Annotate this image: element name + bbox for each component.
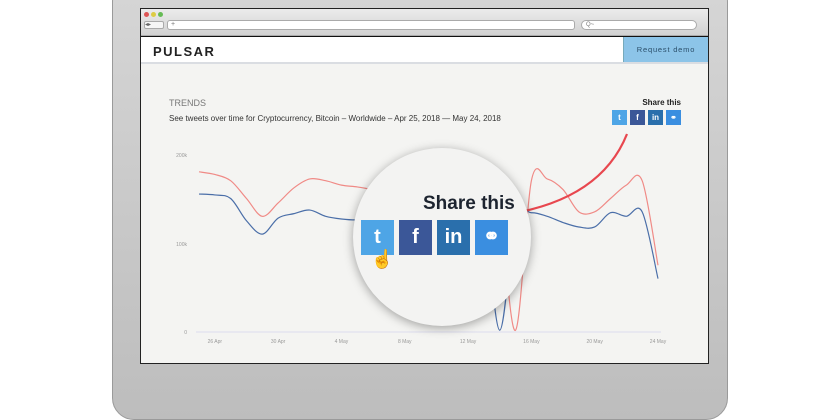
- facebook-share-button[interactable]: f: [630, 110, 645, 125]
- magnified-share-label: Share this: [423, 193, 515, 214]
- x-tick: 26 Apr: [208, 339, 223, 345]
- y-tick: 100k: [176, 242, 187, 248]
- pointer-arrow: [508, 133, 629, 216]
- twitter-icon[interactable]: t: [361, 220, 394, 255]
- copy-link-button[interactable]: ⚭: [666, 110, 681, 125]
- pulsar-logo[interactable]: PULSAR: [153, 44, 216, 59]
- linkedin-share-button[interactable]: in: [648, 110, 663, 125]
- x-tick: 16 May: [523, 339, 540, 345]
- share-label: Share this: [642, 98, 681, 107]
- address-bar[interactable]: +: [167, 20, 575, 30]
- facebook-icon[interactable]: f: [399, 220, 432, 255]
- search-field[interactable]: Q~: [581, 20, 697, 30]
- back-forward-buttons[interactable]: ◂▸: [144, 21, 164, 29]
- magnifier: Share this t f in ⚭ ☝: [353, 148, 531, 326]
- site-header: PULSAR Request demo: [141, 37, 708, 64]
- x-tick: 12 May: [460, 339, 477, 345]
- request-demo-button[interactable]: Request demo: [623, 37, 708, 62]
- x-tick: 4 May: [335, 339, 349, 345]
- window-controls[interactable]: [144, 12, 163, 17]
- x-tick: 20 May: [586, 339, 603, 345]
- chart-subtitle: See tweets over time for Cryptocurrency,…: [169, 114, 501, 123]
- linkedin-icon[interactable]: in: [437, 220, 470, 255]
- browser-toolbar: ◂▸ + Q~: [141, 9, 708, 36]
- twitter-share-button[interactable]: t: [612, 110, 627, 125]
- screen: ◂▸ + Q~ PULSAR Request demo TRENDS See t…: [140, 8, 709, 364]
- hand-cursor-icon: ☝: [371, 249, 394, 269]
- section-title: TRENDS: [169, 98, 207, 108]
- y-tick: 200k: [176, 153, 187, 159]
- x-tick: 30 Apr: [271, 339, 286, 345]
- link-icon[interactable]: ⚭: [475, 220, 508, 255]
- y-tick: 0: [184, 330, 187, 336]
- x-tick: 24 May: [650, 339, 667, 345]
- x-tick: 8 May: [398, 339, 412, 345]
